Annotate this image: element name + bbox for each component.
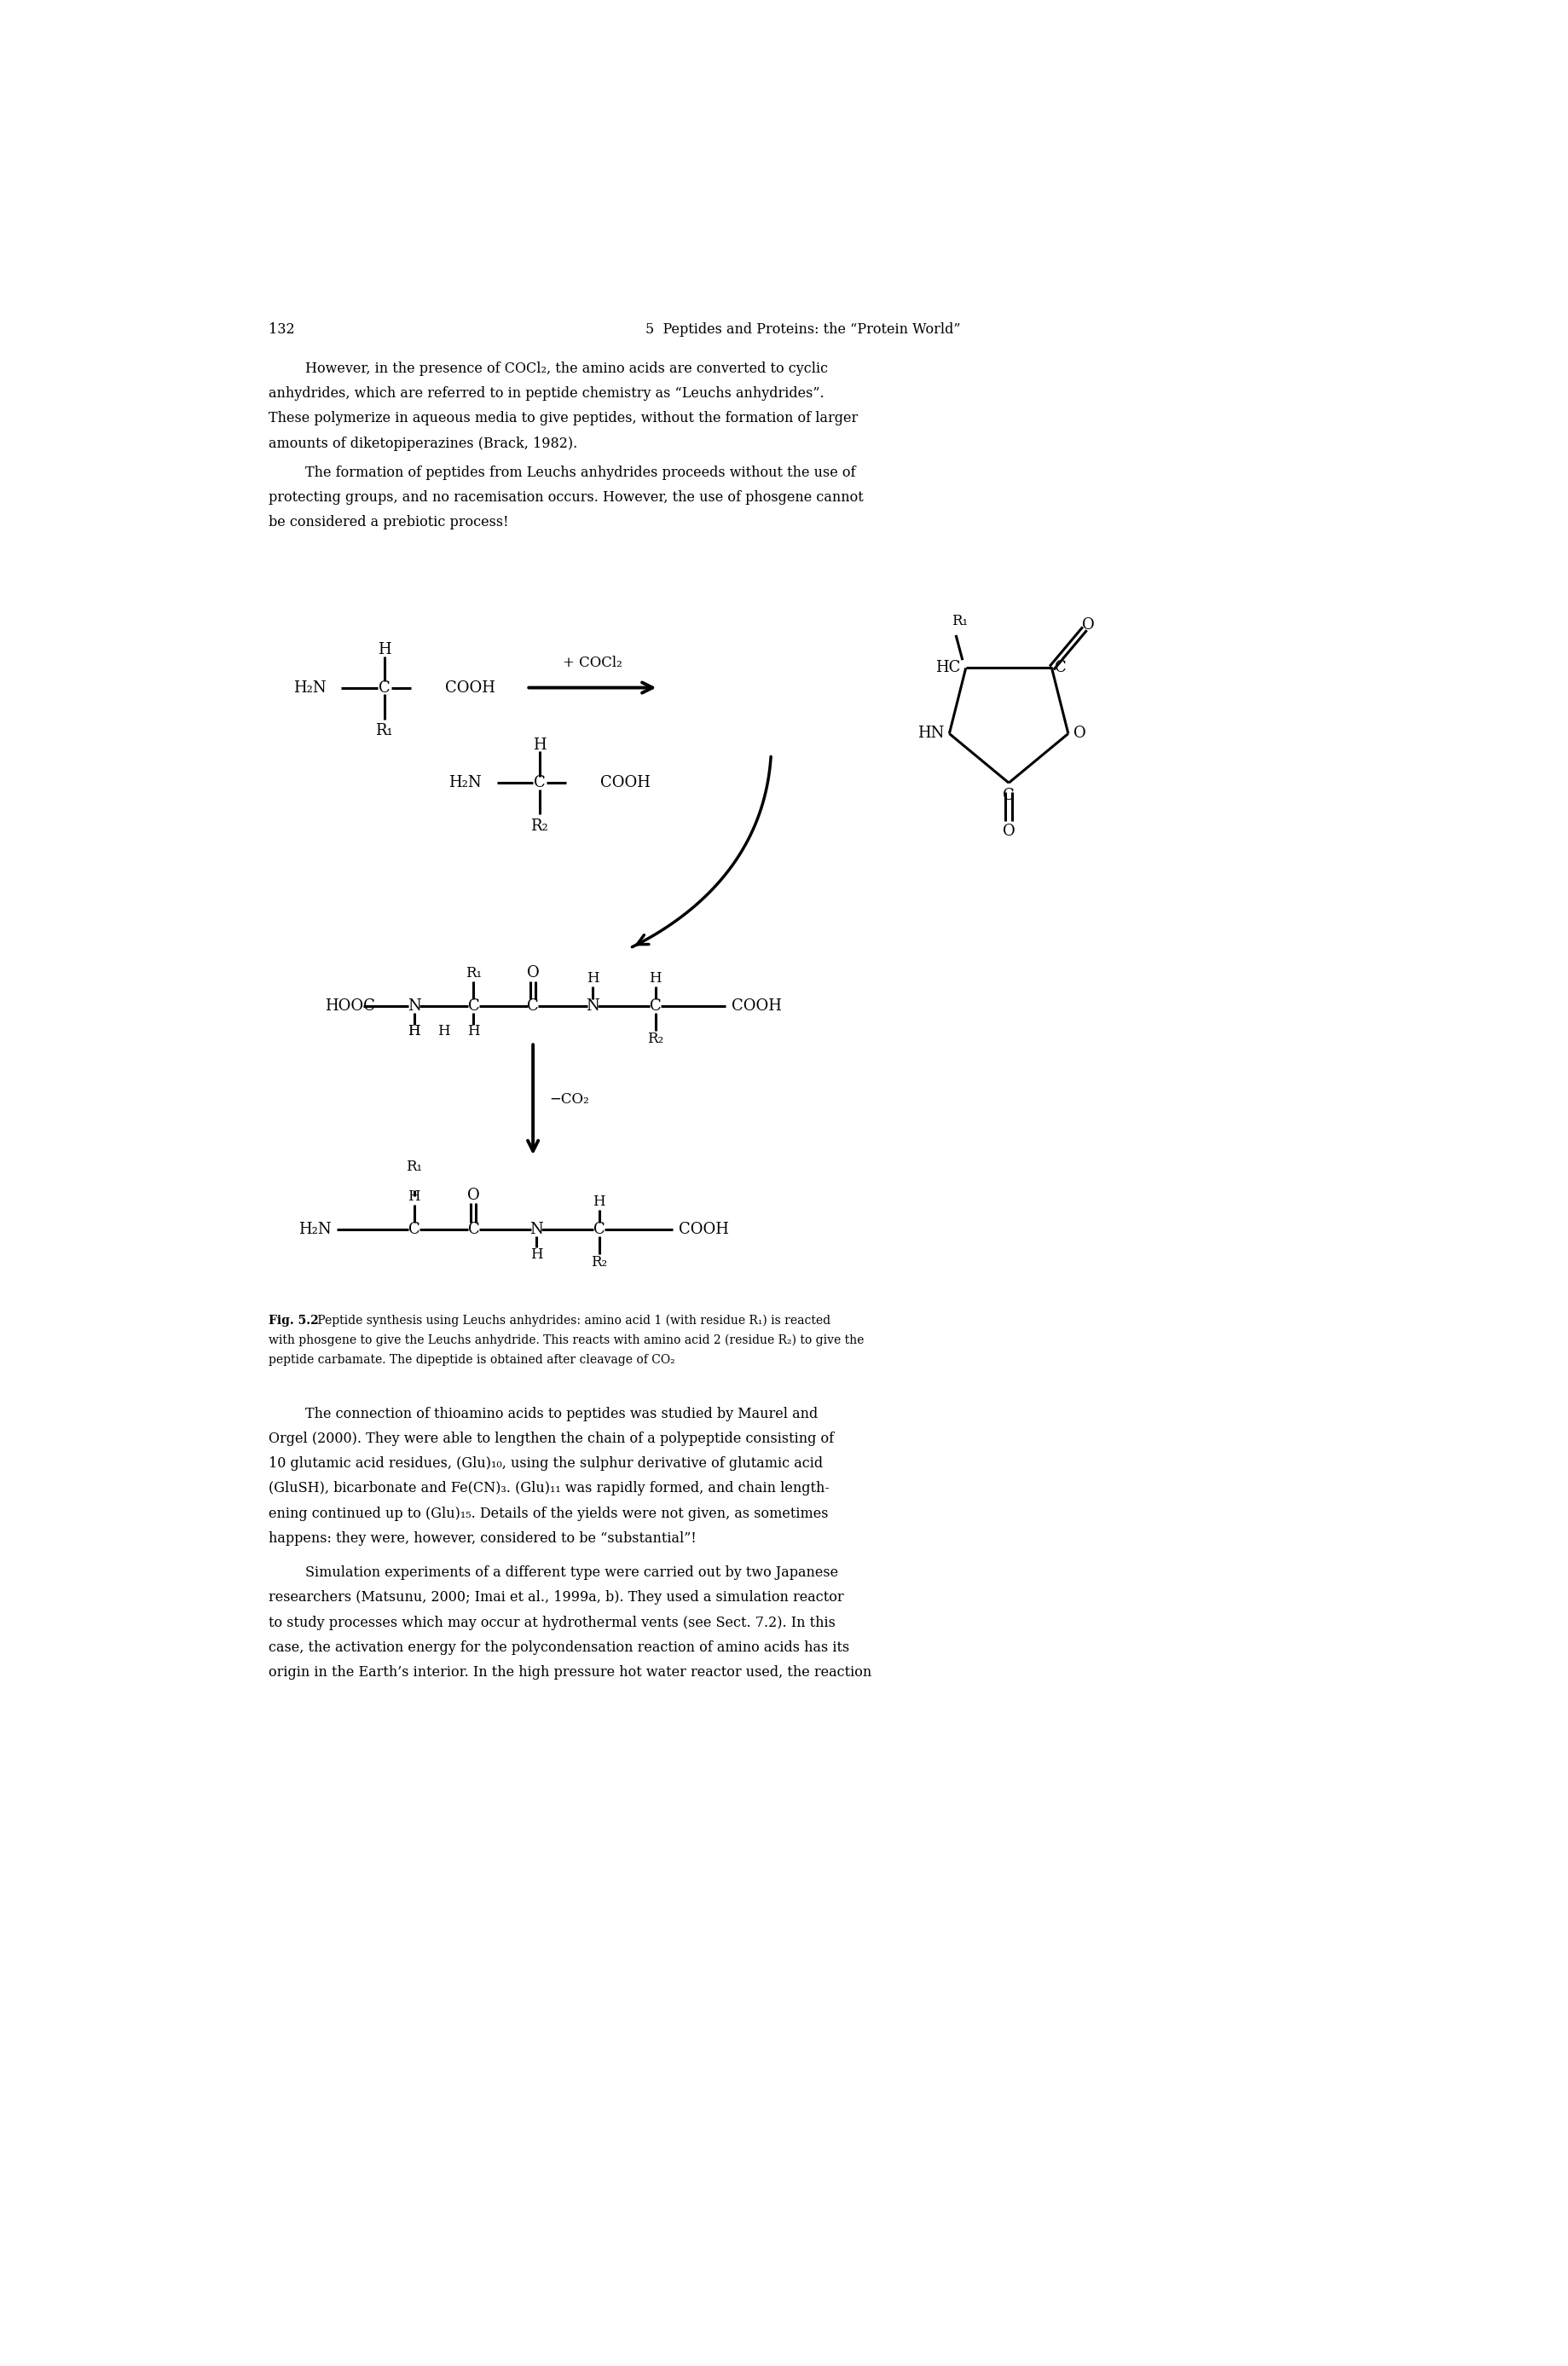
Text: O: O (1002, 823, 1014, 840)
Text: H: H (467, 1024, 480, 1039)
Text: to study processes which may occur at hydrothermal vents (see Sect. 7.2). In thi: to study processes which may occur at hy… (268, 1616, 836, 1630)
Text: Orgel (2000). They were able to lengthen the chain of a polypeptide consisting o: Orgel (2000). They were able to lengthen… (268, 1431, 834, 1446)
Text: H: H (437, 1024, 450, 1039)
Text: H: H (593, 1195, 605, 1209)
Text: O: O (527, 965, 539, 982)
Text: 10 glutamic acid residues, (Glu)₁₀, using the sulphur derivative of glutamic aci: 10 glutamic acid residues, (Glu)₁₀, usin… (268, 1457, 823, 1472)
Text: HN: HN (917, 726, 944, 741)
Text: anhydrides, which are referred to in peptide chemistry as “Leuchs anhydrides”.: anhydrides, which are referred to in pep… (268, 386, 825, 400)
Text: amounts of diketopiperazines (Brack, 1982).: amounts of diketopiperazines (Brack, 198… (268, 435, 577, 452)
Text: H: H (408, 1190, 420, 1204)
Text: H₂N: H₂N (298, 1221, 331, 1237)
Text: H: H (408, 1024, 420, 1039)
Text: COOH: COOH (601, 776, 651, 790)
Text: H: H (408, 1024, 420, 1039)
Text: H₂N: H₂N (448, 776, 481, 790)
Text: These polymerize in aqueous media to give peptides, without the formation of lar: These polymerize in aqueous media to giv… (268, 412, 858, 426)
Text: + COCl₂: + COCl₂ (563, 655, 622, 670)
Text: C: C (533, 776, 546, 790)
Text: case, the activation energy for the polycondensation reaction of amino acids has: case, the activation energy for the poly… (268, 1640, 850, 1654)
Text: C: C (649, 998, 662, 1013)
Text: C: C (1055, 660, 1066, 677)
Text: O: O (467, 1188, 480, 1202)
Text: R₁: R₁ (952, 615, 967, 629)
Text: R₂: R₂ (648, 1032, 663, 1046)
Text: ening continued up to (Glu)₁₅. Details of the yields were not given, as sometime: ening continued up to (Glu)₁₅. Details o… (268, 1507, 828, 1521)
Text: C: C (467, 998, 480, 1013)
Text: R₁: R₁ (375, 724, 394, 738)
Text: Fig. 5.2: Fig. 5.2 (268, 1315, 318, 1327)
Text: be considered a prebiotic process!: be considered a prebiotic process! (268, 516, 508, 530)
Text: happens: they were, however, considered to be “substantial”!: happens: they were, however, considered … (268, 1531, 696, 1545)
Text: H: H (378, 641, 390, 658)
Text: R₁: R₁ (406, 1159, 422, 1174)
Text: The connection of thioamino acids to peptides was studied by Maurel and: The connection of thioamino acids to pep… (306, 1405, 817, 1422)
Text: peptide carbamate. The dipeptide is obtained after cleavage of CO₂: peptide carbamate. The dipeptide is obta… (268, 1353, 676, 1365)
Text: O: O (1082, 618, 1094, 634)
Text: C: C (378, 679, 390, 696)
Text: N: N (586, 998, 599, 1013)
Text: C: C (527, 998, 539, 1013)
Text: R₂: R₂ (530, 819, 549, 833)
Text: C: C (593, 1221, 605, 1237)
Text: N: N (408, 998, 420, 1013)
Text: R₁: R₁ (466, 965, 481, 980)
Text: H: H (649, 972, 662, 987)
Text: researchers (Matsunu, 2000; Imai et al., 1999a, b). They used a simulation react: researchers (Matsunu, 2000; Imai et al.,… (268, 1590, 844, 1604)
Text: (GluSH), bicarbonate and Fe(CN)₃. (Glu)₁₁ was rapidly formed, and chain length-: (GluSH), bicarbonate and Fe(CN)₃. (Glu)₁… (268, 1481, 829, 1495)
Text: COOH: COOH (731, 998, 781, 1013)
Text: Simulation experiments of a different type were carried out by two Japanese: Simulation experiments of a different ty… (306, 1566, 837, 1580)
Text: HOOC: HOOC (325, 998, 375, 1013)
Text: −CO₂: −CO₂ (549, 1093, 590, 1107)
Text: 5  Peptides and Proteins: the “Protein World”: 5 Peptides and Proteins: the “Protein Wo… (646, 322, 961, 336)
Text: H: H (586, 972, 599, 987)
Text: COOH: COOH (445, 679, 495, 696)
Text: C: C (467, 1221, 480, 1237)
Text: O: O (1074, 726, 1087, 741)
Text: 132: 132 (268, 322, 295, 336)
Text: protecting groups, and no racemisation occurs. However, the use of phosgene cann: protecting groups, and no racemisation o… (268, 490, 864, 504)
Text: The formation of peptides from Leuchs anhydrides proceeds without the use of: The formation of peptides from Leuchs an… (306, 466, 856, 480)
Text: R₂: R₂ (591, 1254, 607, 1271)
Text: C: C (408, 1221, 420, 1237)
Text: N: N (530, 1221, 543, 1237)
Text: Peptide synthesis using Leuchs anhydrides: amino acid 1 (with residue R₁) is rea: Peptide synthesis using Leuchs anhydride… (314, 1315, 831, 1327)
Text: H: H (533, 738, 546, 752)
Text: H: H (530, 1247, 543, 1261)
Text: C: C (1004, 788, 1014, 804)
Text: HC: HC (936, 660, 961, 677)
Text: However, in the presence of COCl₂, the amino acids are converted to cyclic: However, in the presence of COCl₂, the a… (306, 362, 828, 376)
Text: with phosgene to give the Leuchs anhydride. This reacts with amino acid 2 (resid: with phosgene to give the Leuchs anhydri… (268, 1334, 864, 1346)
Text: origin in the Earth’s interior. In the high pressure hot water reactor used, the: origin in the Earth’s interior. In the h… (268, 1666, 872, 1680)
Text: H₂N: H₂N (293, 679, 326, 696)
Text: COOH: COOH (679, 1221, 729, 1237)
